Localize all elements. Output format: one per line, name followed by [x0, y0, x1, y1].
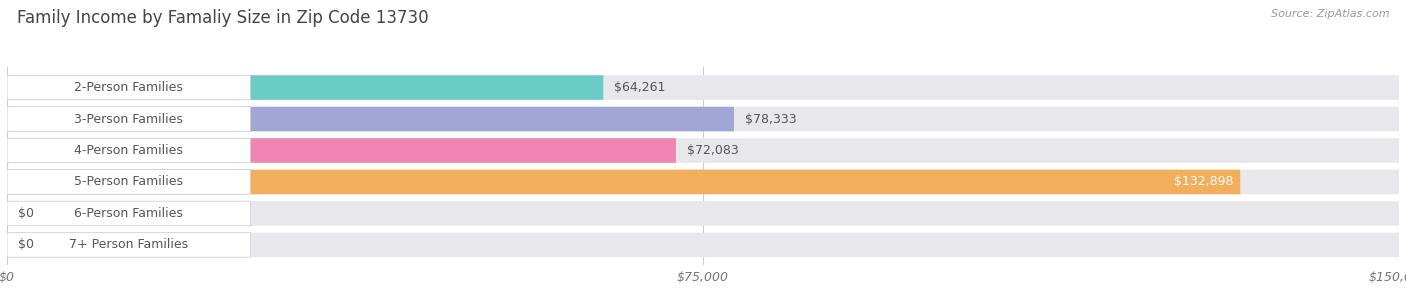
Text: 7+ Person Families: 7+ Person Families — [69, 239, 188, 251]
FancyBboxPatch shape — [7, 75, 603, 100]
Text: $64,261: $64,261 — [614, 81, 666, 94]
Text: Family Income by Famaliy Size in Zip Code 13730: Family Income by Famaliy Size in Zip Cod… — [17, 9, 429, 27]
FancyBboxPatch shape — [7, 107, 1399, 131]
Text: 4-Person Families: 4-Person Families — [75, 144, 183, 157]
FancyBboxPatch shape — [7, 201, 1399, 226]
Text: 6-Person Families: 6-Person Families — [75, 207, 183, 220]
FancyBboxPatch shape — [7, 170, 1399, 194]
Text: $0: $0 — [18, 207, 34, 220]
Text: $78,333: $78,333 — [745, 113, 797, 126]
Text: 3-Person Families: 3-Person Families — [75, 113, 183, 126]
Text: Source: ZipAtlas.com: Source: ZipAtlas.com — [1271, 9, 1389, 19]
FancyBboxPatch shape — [7, 107, 734, 131]
FancyBboxPatch shape — [7, 107, 250, 131]
FancyBboxPatch shape — [7, 233, 1399, 257]
Text: 5-Person Families: 5-Person Families — [75, 175, 183, 188]
FancyBboxPatch shape — [7, 75, 250, 100]
FancyBboxPatch shape — [7, 138, 1399, 163]
FancyBboxPatch shape — [7, 170, 1240, 194]
FancyBboxPatch shape — [7, 170, 250, 194]
Text: $72,083: $72,083 — [688, 144, 738, 157]
FancyBboxPatch shape — [7, 138, 250, 163]
Text: $132,898: $132,898 — [1174, 175, 1233, 188]
Text: 2-Person Families: 2-Person Families — [75, 81, 183, 94]
FancyBboxPatch shape — [7, 233, 250, 257]
FancyBboxPatch shape — [7, 138, 676, 163]
Text: $0: $0 — [18, 239, 34, 251]
FancyBboxPatch shape — [7, 201, 250, 226]
FancyBboxPatch shape — [7, 75, 1399, 100]
